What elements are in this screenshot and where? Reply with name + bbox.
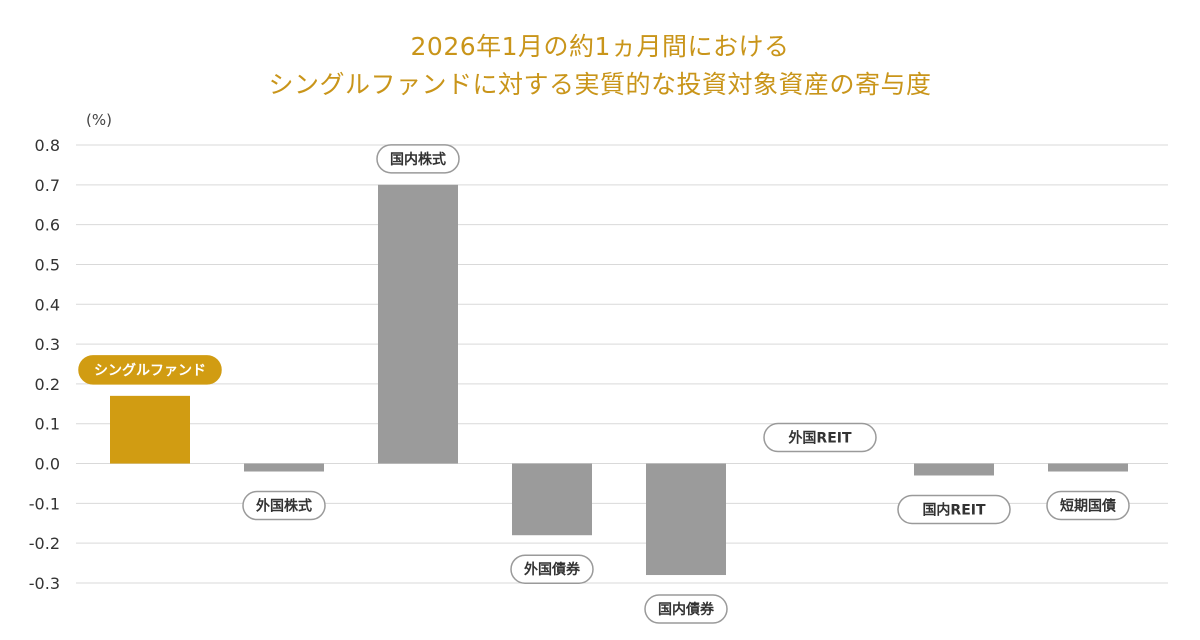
category-label: 外国株式 — [256, 498, 312, 515]
y-tick-label: 0.6 — [35, 216, 60, 235]
category-label: 外国債券 — [524, 561, 581, 578]
chart-title: 2026年1月の約1ヵ月間における シングルファンドに対する実質的な投資対象資産… — [0, 28, 1200, 104]
y-tick-label: -0.2 — [29, 534, 60, 553]
bar — [1048, 463, 1128, 472]
chart-title-line-2: シングルファンドに対する実質的な投資対象資産の寄与度 — [268, 70, 932, 99]
bar — [244, 463, 324, 472]
bar — [512, 463, 592, 536]
category-label-badge — [644, 594, 728, 624]
chart-title-line-1: 2026年1月の約1ヵ月間における — [410, 32, 790, 61]
category-label: 短期国債 — [1060, 498, 1116, 515]
y-tick-label: 0.7 — [35, 176, 60, 195]
category-label-badge — [78, 355, 222, 385]
bar — [646, 463, 726, 576]
category-label: 国内REIT — [922, 501, 986, 518]
category-label: シングルファンド — [94, 362, 206, 379]
y-tick-label: 0.5 — [35, 255, 60, 274]
category-label: 国内債券 — [658, 601, 715, 618]
category-label-badge — [1046, 490, 1130, 521]
y-tick-label: -0.3 — [29, 574, 60, 593]
bar — [378, 184, 458, 464]
bar — [914, 463, 994, 476]
y-axis-unit-label: (%) — [86, 111, 112, 129]
category-label-badge — [763, 422, 877, 453]
category-label-badge — [897, 494, 1011, 525]
category-label-badge — [376, 144, 460, 174]
y-tick-label: 0.1 — [35, 415, 60, 434]
y-tick-label: 0.0 — [35, 455, 60, 474]
bar — [110, 395, 190, 464]
category-label: 国内株式 — [390, 151, 446, 168]
y-tick-label: 0.4 — [35, 295, 60, 314]
y-tick-label: 0.3 — [35, 335, 60, 354]
category-label-badge — [510, 554, 594, 584]
y-tick-label: 0.2 — [35, 375, 60, 394]
y-tick-label: 0.8 — [35, 136, 60, 155]
category-label-badge — [242, 490, 326, 521]
y-tick-label: -0.1 — [29, 494, 60, 513]
category-label: 外国REIT — [788, 430, 852, 447]
